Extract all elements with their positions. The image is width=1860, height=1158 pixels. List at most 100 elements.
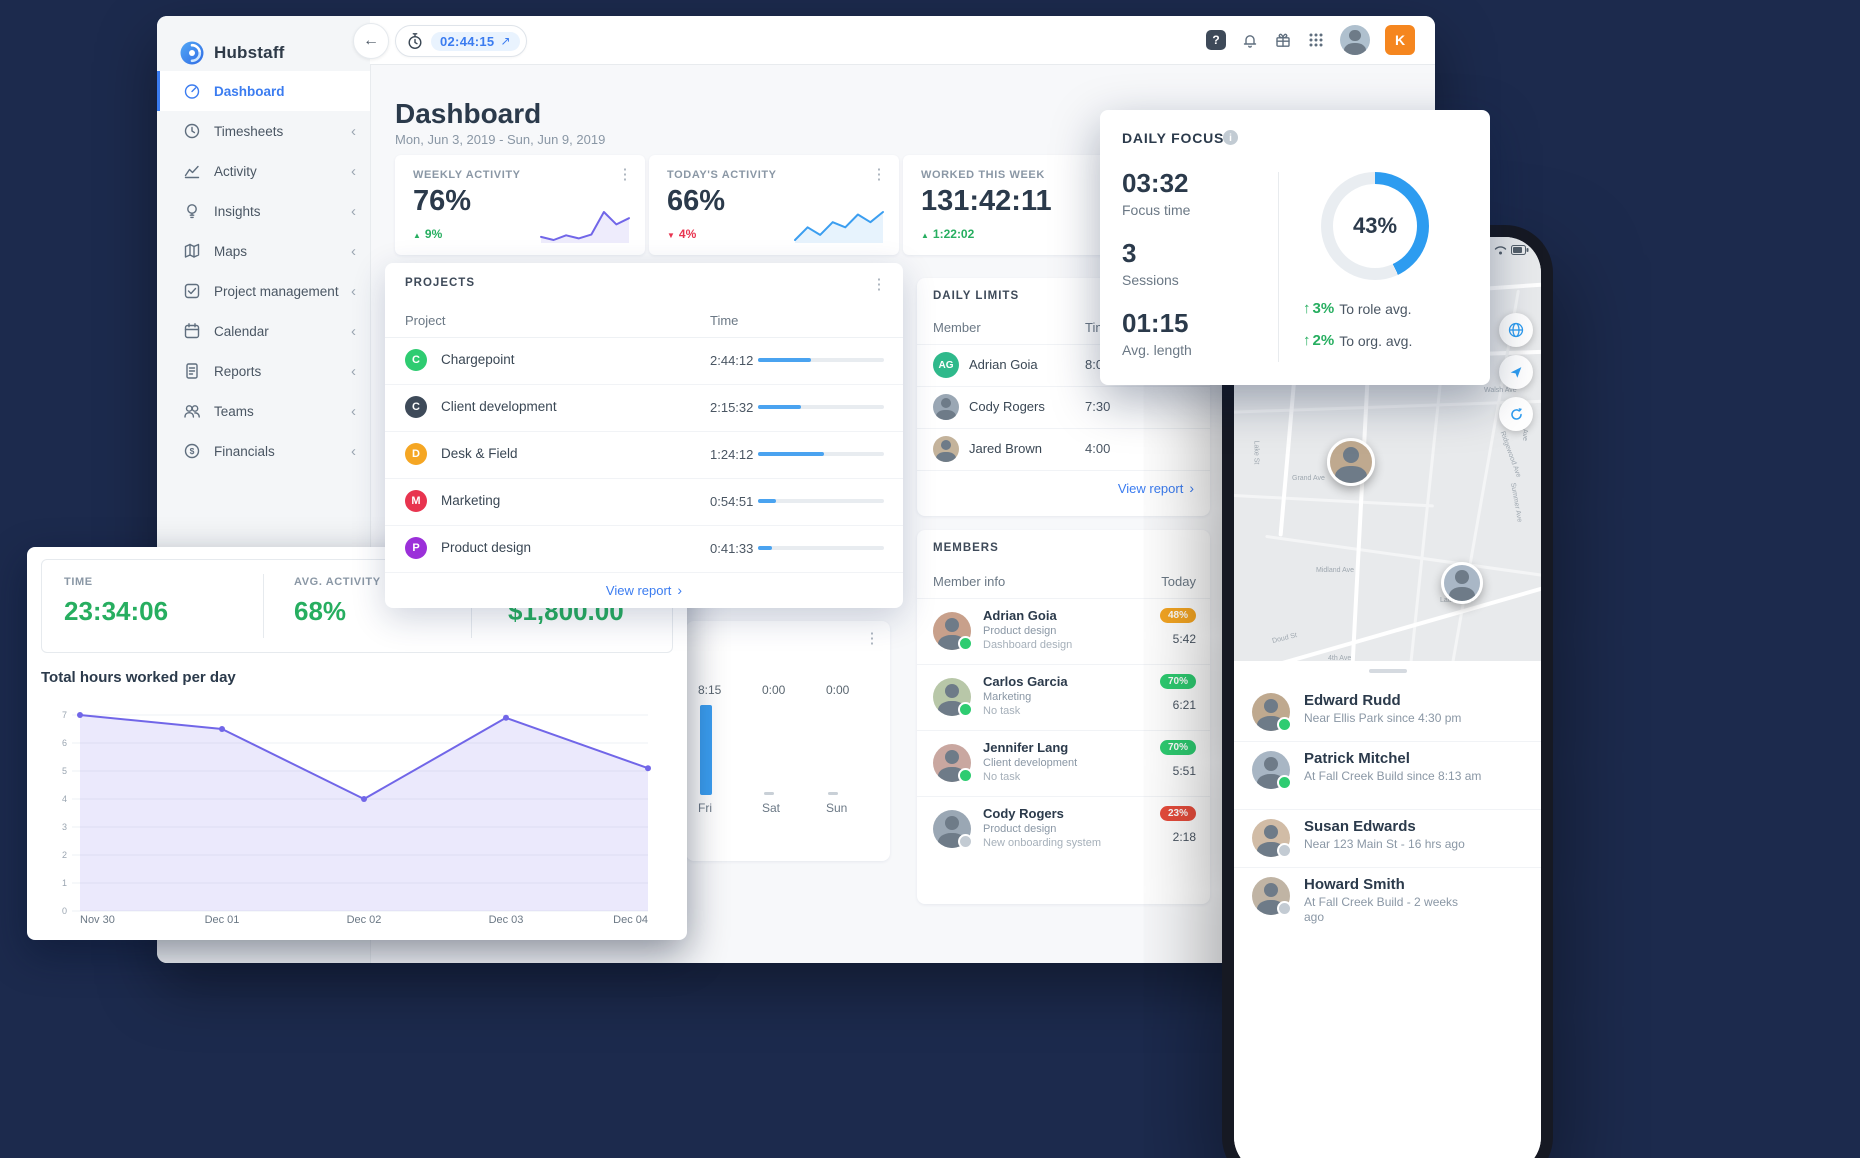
sidebar-item-project-management[interactable]: Project management — [157, 271, 370, 311]
kebab-menu-icon[interactable] — [871, 165, 887, 183]
status-dot — [1277, 775, 1292, 790]
chevron-left-icon — [351, 203, 356, 220]
svg-text:3: 3 — [62, 822, 67, 832]
today-activity-card: TODAY'S ACTIVITY 66% 4% — [649, 155, 899, 255]
project-row[interactable]: C Client development 2:15:32 — [385, 384, 903, 432]
members-columns: Member info Today — [917, 566, 1210, 599]
bell-icon[interactable] — [1241, 31, 1259, 49]
globe-button[interactable] — [1499, 313, 1533, 347]
person-row[interactable]: Patrick Mitchel At Fall Creek Build sinc… — [1234, 741, 1541, 810]
member-role: Product design — [983, 823, 1057, 835]
gift-icon[interactable] — [1274, 31, 1292, 49]
stat-label: TODAY'S ACTIVITY — [667, 169, 777, 181]
svg-text:i: i — [1229, 133, 1232, 144]
sidebar-item-calendar[interactable]: Calendar — [157, 311, 370, 351]
svg-text:Nov 30: Nov 30 — [80, 914, 115, 926]
chevron-left-icon — [351, 323, 356, 340]
project-time: 0:41:33 — [710, 541, 754, 556]
column-header: Project — [405, 313, 446, 328]
member-time: 5:51 — [1172, 764, 1196, 778]
member-time: 7:30 — [1085, 399, 1111, 414]
sidebar-item-maps[interactable]: Maps — [157, 231, 370, 271]
view-report-link[interactable]: View report — [606, 582, 682, 598]
member-row[interactable]: Cody Rogers Product design New onboardin… — [917, 796, 1210, 862]
people-icon — [183, 402, 201, 420]
member-name: Adrian Goia — [983, 608, 1057, 623]
document-icon — [183, 362, 201, 380]
info-icon[interactable]: i — [1222, 129, 1239, 146]
member-name: Cody Rogers — [969, 399, 1045, 414]
project-row[interactable]: C Chargepoint 2:44:12 — [385, 337, 903, 385]
avatar — [933, 612, 973, 651]
day-bar — [700, 705, 712, 795]
card-title: DAILY FOCUS — [1122, 130, 1225, 146]
sidebar-item-financials[interactable]: $ Financials — [157, 431, 370, 471]
avg-activity-value: 68% — [294, 596, 347, 626]
timer-widget[interactable]: 02:44:15 — [395, 25, 527, 57]
limit-row[interactable]: Jared Brown 4:00 — [917, 428, 1210, 471]
account-button[interactable]: K — [1385, 25, 1415, 55]
person-row[interactable]: Howard Smith At Fall Creek Build - 2 wee… — [1234, 867, 1541, 937]
drag-handle[interactable] — [1369, 669, 1407, 673]
refresh-button[interactable] — [1499, 397, 1533, 431]
project-progress — [758, 405, 884, 409]
map-pin-avatar[interactable] — [1327, 438, 1375, 486]
member-row[interactable]: Adrian Goia Product design Dashboard des… — [917, 598, 1210, 665]
project-badge: D — [405, 443, 427, 465]
sidebar-item-label: Reports — [214, 363, 262, 379]
checkbox-icon — [183, 282, 201, 300]
svg-text:0: 0 — [62, 906, 67, 916]
map-label: Ridgewood Ave — [1498, 430, 1522, 479]
project-time: 0:54:51 — [710, 494, 754, 509]
sidebar-item-dashboard[interactable]: Dashboard — [157, 71, 370, 111]
today-sparkline — [794, 211, 884, 243]
kebab-menu-icon[interactable] — [864, 629, 880, 647]
sidebar-item-label: Dashboard — [214, 83, 285, 99]
open-timer-icon[interactable] — [500, 34, 510, 48]
member-role: Marketing — [983, 691, 1032, 703]
sidebar-item-label: Financials — [214, 443, 275, 459]
map-pin-avatar[interactable] — [1441, 562, 1483, 604]
date-range[interactable]: Mon, Jun 3, 2019 - Sun, Jun 9, 2019 — [395, 132, 606, 147]
status-dot — [1277, 901, 1292, 916]
clock-icon — [183, 122, 201, 140]
chevron-left-icon — [351, 163, 356, 180]
member-name: Cody Rogers — [983, 806, 1064, 821]
member-role: Client development — [983, 757, 1078, 769]
apps-grid-icon[interactable] — [1307, 31, 1325, 49]
day-label: Sun — [826, 801, 848, 815]
status-dot — [1277, 843, 1292, 858]
brand-logo[interactable]: Hubstaff — [179, 40, 285, 66]
back-button[interactable] — [353, 23, 389, 59]
limit-row[interactable]: Cody Rogers 7:30 — [917, 386, 1210, 429]
project-row[interactable]: M Marketing 0:54:51 — [385, 478, 903, 526]
user-avatar[interactable] — [1340, 25, 1370, 55]
view-report-link[interactable]: View report — [1118, 480, 1194, 496]
avg-activity-label: AVG. ACTIVITY — [294, 576, 381, 588]
sidebar-item-activity[interactable]: Activity — [157, 151, 370, 191]
sidebar-item-teams[interactable]: Teams — [157, 391, 370, 431]
person-name: Patrick Mitchel — [1304, 750, 1410, 767]
help-button[interactable]: ? — [1206, 30, 1226, 50]
member-row[interactable]: Jennifer Lang Client development No task… — [917, 730, 1210, 797]
map-label: Lake St — [1252, 440, 1260, 465]
project-row[interactable]: D Desk & Field 1:24:12 — [385, 431, 903, 479]
locate-button[interactable] — [1499, 355, 1533, 389]
status-dot — [958, 702, 973, 717]
kebab-menu-icon[interactable] — [871, 275, 887, 293]
stat-delta: 1:22:02 — [921, 227, 974, 241]
member-row[interactable]: Carlos Garcia Marketing No task 70% 6:21 — [917, 664, 1210, 731]
sidebar-item-insights[interactable]: Insights — [157, 191, 370, 231]
people-list-panel: Edward Rudd Near Ellis Park since 4:30 p… — [1234, 661, 1541, 1158]
sidebar-item-timesheets[interactable]: Timesheets — [157, 111, 370, 151]
card-title: MEMBERS — [933, 542, 999, 554]
person-row[interactable]: Edward Rudd Near Ellis Park since 4:30 p… — [1234, 683, 1541, 742]
project-row[interactable]: P Product design 0:41:33 — [385, 525, 903, 573]
project-progress — [758, 499, 884, 503]
sidebar-item-reports[interactable]: Reports — [157, 351, 370, 391]
avatar — [933, 744, 973, 783]
kebab-menu-icon[interactable] — [617, 165, 633, 183]
svg-text:Dec 01: Dec 01 — [205, 914, 240, 926]
person-row[interactable]: Susan Edwards Near 123 Main St - 16 hrs … — [1234, 809, 1541, 868]
